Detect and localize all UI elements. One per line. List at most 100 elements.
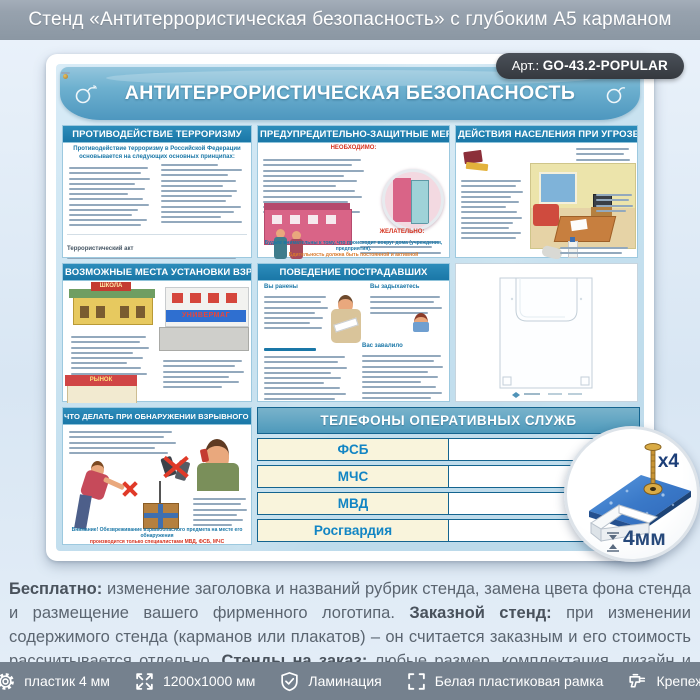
text-line xyxy=(161,189,238,192)
text-line xyxy=(69,177,151,180)
section-body: ШКОЛА УНИВЕРМАГ РЫНОК xyxy=(63,281,251,403)
text-line xyxy=(69,198,143,201)
window xyxy=(226,293,237,303)
spec-material: пластик 4 мм xyxy=(0,671,110,692)
text-line xyxy=(163,380,239,383)
text-line xyxy=(461,185,517,188)
text-line xyxy=(264,316,324,319)
text-line xyxy=(263,200,349,203)
footnote-lines xyxy=(67,258,247,259)
text-line xyxy=(362,396,431,399)
text-line xyxy=(163,375,229,378)
a5-pocket-panel xyxy=(455,263,638,402)
text-line xyxy=(161,200,226,203)
text-line xyxy=(161,210,235,213)
text-line xyxy=(263,174,345,177)
building-roof xyxy=(264,203,350,210)
window xyxy=(290,215,300,224)
window xyxy=(172,293,183,303)
subhead-choking: Вы задыхаетесь xyxy=(370,284,420,290)
text-line xyxy=(69,208,138,211)
text-line xyxy=(362,355,441,358)
text-line xyxy=(163,360,242,363)
text-line xyxy=(264,382,325,385)
text-line xyxy=(461,216,522,219)
footer-line-2: производится только специалистами МВД, Ф… xyxy=(89,539,225,545)
text-line xyxy=(71,356,143,359)
text-line xyxy=(264,387,340,390)
cloth-over-face xyxy=(413,322,429,332)
text-line xyxy=(69,167,148,170)
text-line xyxy=(69,224,142,227)
footer-line-1: Будьте внимательны к тому, что происходи… xyxy=(264,239,443,252)
text-line xyxy=(71,372,147,375)
section-title: ПРОТИВОДЕЙСТВИЕ ТЕРРОРИЗМУ xyxy=(63,126,251,143)
body-text-lines xyxy=(360,238,444,257)
text-line xyxy=(193,513,237,516)
body-text-lines xyxy=(264,293,330,333)
spec-lamination: Ламинация xyxy=(279,671,382,692)
text-line xyxy=(461,221,514,224)
concrete-blocks xyxy=(159,327,249,351)
calling-man-sweater xyxy=(197,463,239,491)
text-line xyxy=(362,391,442,394)
text-line xyxy=(370,301,434,304)
text-line xyxy=(576,153,625,156)
body-text-lines xyxy=(576,145,632,164)
section-counteraction: ПРОТИВОДЕЙСТВИЕ ТЕРРОРИЗМУ Противодейств… xyxy=(62,125,252,259)
text-line xyxy=(161,221,242,224)
footer-line-2: Бдительность должна быть постоянной и ак… xyxy=(288,252,419,258)
text-line xyxy=(67,258,237,259)
woman-legs xyxy=(74,494,92,530)
service-name: ФСБ xyxy=(257,438,449,461)
text-line xyxy=(263,185,336,188)
footer-line-1: Внимание! Обезвреживание взрывоопасного … xyxy=(71,526,243,539)
text-line xyxy=(69,219,148,222)
text-line xyxy=(596,194,632,197)
antenna xyxy=(159,481,161,503)
text-line xyxy=(161,215,221,218)
footnote: Террористический акт xyxy=(67,233,247,259)
text-line xyxy=(193,508,248,511)
thickness-label: 4мм xyxy=(623,527,666,550)
text-line xyxy=(264,361,338,364)
article-label: Арт.: xyxy=(511,58,540,73)
dimensions-icon xyxy=(136,672,153,690)
body-text-lines xyxy=(461,177,525,242)
section-subtitle: Противодействие терроризму в Российской … xyxy=(73,146,241,160)
bottle-cap xyxy=(569,237,575,242)
text-line xyxy=(263,179,357,182)
text-line xyxy=(69,441,176,444)
text-line xyxy=(461,232,521,235)
body-text-lines xyxy=(362,352,446,402)
text-line xyxy=(163,365,236,368)
door xyxy=(411,180,429,224)
market-sign: РЫНОК xyxy=(65,375,137,386)
window xyxy=(272,215,282,224)
spec-label: Белая пластиковая рамка xyxy=(434,673,604,689)
sofa xyxy=(533,204,559,226)
text-line xyxy=(263,164,353,167)
window xyxy=(190,293,201,303)
label-desirable: ЖЕЛАТЕЛЬНО: xyxy=(379,229,425,235)
body-text-lines xyxy=(560,243,632,257)
store-building: УНИВЕРМАГ xyxy=(165,287,249,327)
text-line xyxy=(193,524,233,527)
spec-label: Ламинация xyxy=(308,673,382,689)
text-line xyxy=(71,346,149,349)
page-background: АНТИТЕРРОРИСТИЧЕСКАЯ БЕЗОПАСНОСТЬ ПРОТИВ… xyxy=(0,40,700,694)
text-line xyxy=(370,296,440,299)
body-text-lines xyxy=(163,357,247,391)
text-line xyxy=(370,311,428,314)
text-line xyxy=(71,341,140,344)
text-line xyxy=(69,193,128,196)
school-roof xyxy=(69,289,155,298)
spec-frame: Белая пластиковая рамка xyxy=(406,671,604,692)
mounting-detail-drawing xyxy=(589,443,691,552)
text-line xyxy=(263,169,364,172)
text-line xyxy=(163,370,245,373)
person-head xyxy=(276,229,285,238)
text-line xyxy=(362,381,421,384)
text-line xyxy=(71,367,142,370)
text-line xyxy=(360,246,433,249)
